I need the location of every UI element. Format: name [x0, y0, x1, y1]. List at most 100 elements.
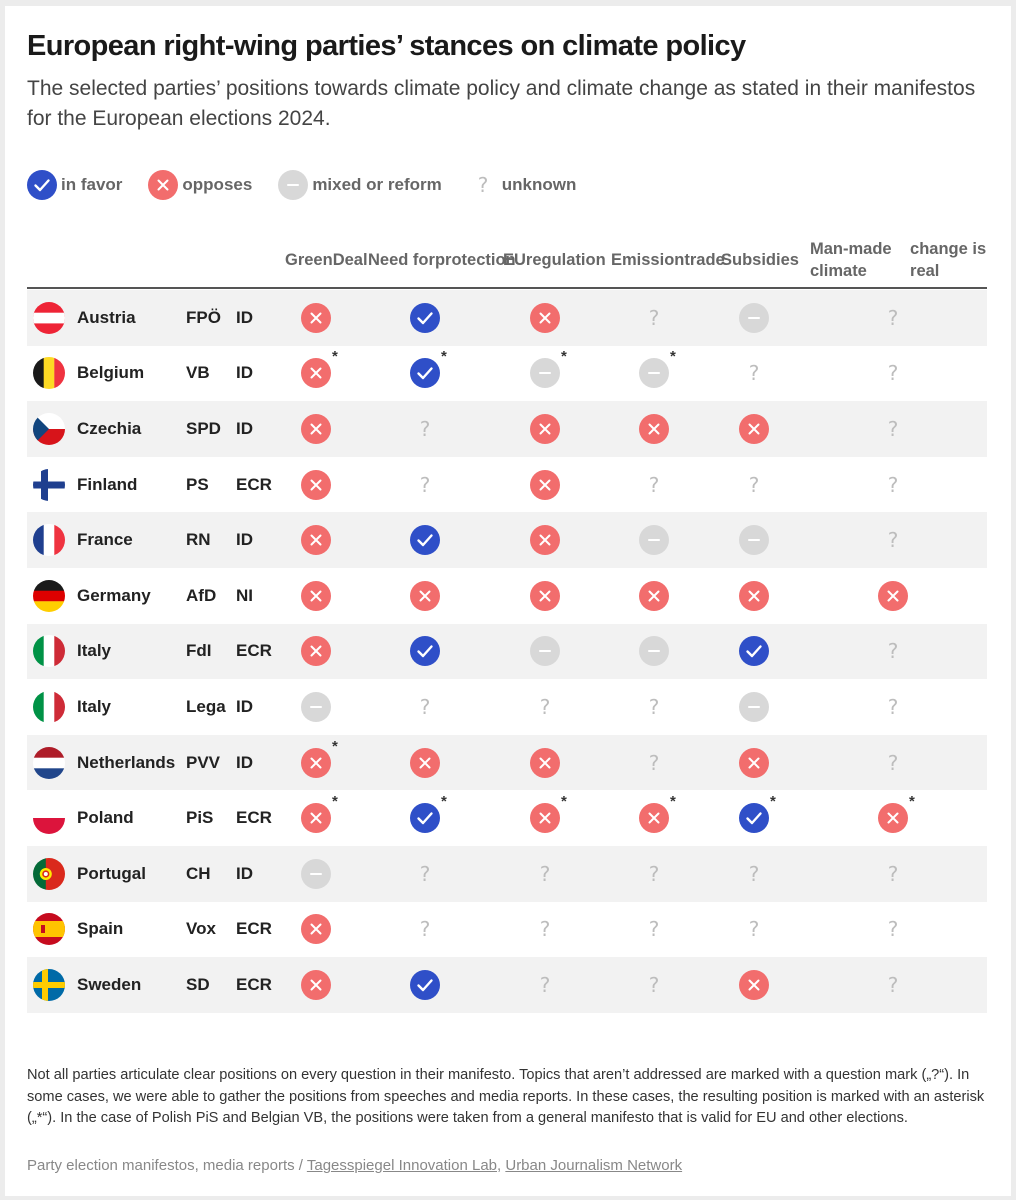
mixed-icon	[301, 691, 331, 722]
svg-text:?: ?	[540, 917, 551, 941]
opposes-icon	[530, 413, 560, 444]
asterisk-mark: *	[332, 793, 338, 811]
asterisk-mark: *	[441, 348, 447, 366]
stance-cell: *	[410, 348, 452, 390]
stance-cell	[739, 634, 781, 668]
asterisk-mark: *	[441, 793, 447, 811]
svg-text:?: ?	[888, 528, 899, 552]
country-name: Sweden	[77, 974, 142, 994]
finland-flag-icon	[33, 468, 65, 501]
svg-text:?: ?	[888, 862, 899, 886]
stance-cell	[301, 412, 343, 446]
stance-cell: ?	[878, 634, 920, 668]
eu-group: ID	[236, 530, 253, 550]
unknown-icon: ?	[540, 695, 551, 719]
italy-flag-icon	[33, 635, 65, 668]
table-row: Belgium VB ID * * * *??	[27, 346, 987, 402]
stance-cell: ?	[639, 857, 681, 891]
svg-text:?: ?	[649, 862, 660, 886]
stance-cell: ?	[878, 746, 920, 780]
mixed-icon	[301, 858, 331, 889]
column-headers: Green Deal Need for protection EU regulation E…	[27, 234, 987, 286]
stance-cell: ?	[410, 690, 452, 724]
unknown-icon: ?	[540, 862, 551, 886]
stance-cell	[301, 968, 343, 1002]
legend-item-mixed: mixed or reform	[278, 170, 442, 200]
stance-cell	[639, 523, 681, 557]
svg-text:?: ?	[420, 473, 431, 497]
party-name: SPD	[186, 418, 221, 438]
stance-cell	[301, 912, 343, 946]
legend-label: opposes	[182, 175, 253, 194]
source-separator: ,	[497, 1157, 506, 1174]
stance-cell	[739, 301, 781, 335]
country-name: Portugal	[77, 863, 146, 883]
mixed-icon	[639, 636, 669, 667]
mixed-icon	[739, 525, 769, 556]
source-link-tagesspiegel[interactable]: Tagesspiegel Innovation Lab	[306, 1157, 498, 1174]
opposes-icon	[739, 969, 769, 1000]
opposes-icon	[301, 302, 331, 333]
stance-cell: ?	[530, 690, 572, 724]
stance-cell: ?	[878, 356, 920, 390]
favor-icon	[410, 525, 440, 556]
source-line: Party election manifestos, media reports…	[27, 1157, 682, 1174]
unknown-icon: ?	[749, 361, 760, 385]
stance-cell: ?	[410, 857, 452, 891]
opposes-icon	[410, 747, 440, 778]
party-name: RN	[186, 530, 211, 550]
header-divider	[27, 287, 987, 289]
unknown-icon: ?	[888, 306, 899, 330]
stance-cell: *	[878, 793, 920, 835]
country-name: Netherlands	[77, 752, 176, 772]
asterisk-mark: *	[332, 348, 338, 366]
country-name: Austria	[77, 307, 136, 327]
stance-cell: ?	[878, 523, 920, 557]
country-name: Germany	[77, 585, 151, 605]
opposes-icon	[639, 580, 669, 611]
spain-flag-icon	[33, 913, 65, 946]
netherlands-flag-icon	[33, 746, 65, 779]
stance-cell	[301, 857, 343, 891]
unknown-icon: ?	[888, 862, 899, 886]
legend-label: unknown	[501, 175, 577, 194]
svg-text:?: ?	[888, 751, 899, 775]
eu-group: ECR	[236, 474, 272, 494]
stance-cell	[530, 412, 572, 446]
germany-flag-icon	[33, 579, 65, 612]
party-name: FPÖ	[186, 307, 221, 327]
mixed-icon	[739, 691, 769, 722]
stance-cell: ?	[739, 912, 781, 946]
opposes-icon	[301, 969, 331, 1000]
favor-icon	[27, 170, 57, 200]
italy-flag-icon	[33, 690, 65, 723]
stance-cell: ?	[639, 690, 681, 724]
source-link-urban-journalism[interactable]: Urban Journalism Network	[505, 1157, 683, 1174]
unknown-icon: ?	[649, 973, 660, 997]
unknown-icon: ?	[888, 751, 899, 775]
favor-icon	[739, 636, 769, 667]
france-flag-icon	[33, 524, 65, 557]
stance-cell	[639, 579, 681, 613]
stance-cell: *	[410, 793, 452, 835]
favor-icon	[410, 302, 440, 333]
stance-cell	[301, 690, 343, 724]
column-header: Need for protection	[368, 251, 516, 269]
favor-icon	[410, 358, 440, 389]
stance-cell: ?	[878, 412, 920, 446]
opposes-icon	[301, 469, 331, 500]
stance-cell	[301, 634, 343, 668]
opposes-icon	[530, 302, 560, 333]
party-name: Vox	[186, 919, 216, 939]
favor-icon	[739, 803, 769, 834]
unknown-icon: ?	[888, 639, 899, 663]
favor-icon	[410, 803, 440, 834]
opposes-icon	[739, 747, 769, 778]
country-name: Poland	[77, 808, 134, 828]
svg-text:?: ?	[749, 473, 760, 497]
opposes-icon	[301, 525, 331, 556]
unknown-icon: ?	[420, 862, 431, 886]
svg-text:?: ?	[749, 361, 760, 385]
chart-card: European right-wing parties’ stances on …	[5, 6, 1011, 1196]
opposes-icon	[530, 525, 560, 556]
